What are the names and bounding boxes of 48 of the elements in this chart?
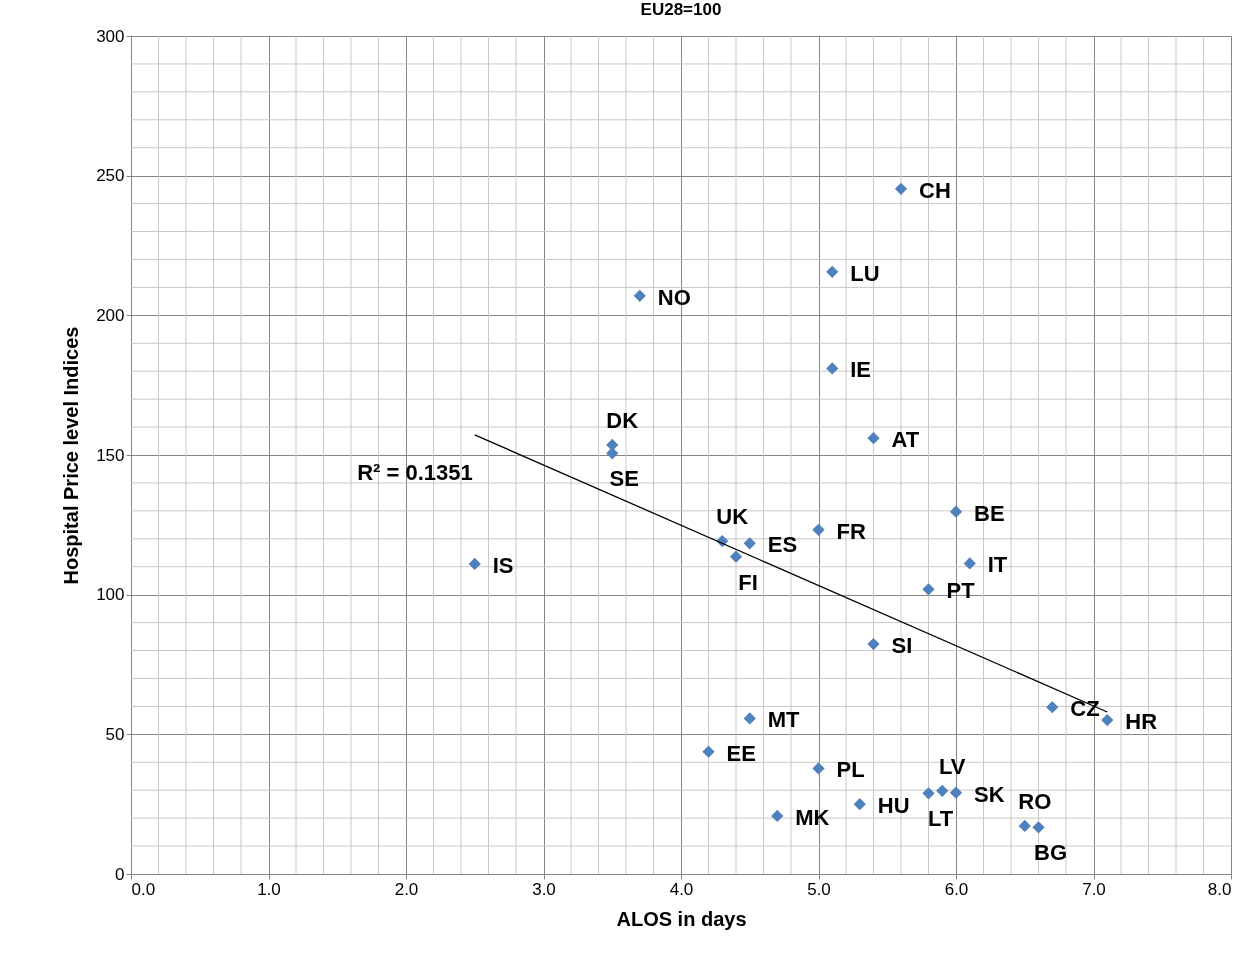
y-tick-label: 250: [96, 166, 125, 186]
annotation: ES: [767, 532, 798, 558]
x-tick-label: 8.0: [1207, 879, 1232, 899]
x-tick-label: 2.0: [394, 879, 419, 899]
x-tick-label: 3.0: [532, 879, 556, 899]
x-tick-label: 7.0: [1082, 879, 1106, 899]
annotation: BG: [1034, 840, 1067, 866]
annotation: CH: [919, 177, 951, 203]
chart-title: EU28=100: [640, 0, 722, 19]
annotation: UK: [716, 504, 749, 530]
annotation: IT: [987, 552, 1008, 578]
x-tick-label: 0.0: [131, 879, 156, 899]
y-tick-label: 0: [115, 864, 125, 884]
annotation: CZ: [1070, 696, 1100, 722]
annotation: EE: [726, 740, 756, 766]
y-tick-label: 50: [105, 724, 125, 744]
annotation: SK: [974, 781, 1005, 807]
annotation: LV: [939, 753, 966, 779]
x-tick-label: 5.0: [807, 879, 831, 899]
y-tick-label: 200: [96, 305, 125, 325]
annotation: FR: [836, 518, 866, 544]
annotation: HU: [877, 793, 910, 819]
annotation: NO: [657, 284, 691, 310]
annotation: LU: [850, 260, 880, 286]
annotation: SE: [609, 466, 639, 492]
x-tick-label: 1.0: [257, 879, 281, 899]
annotation: SI: [891, 633, 913, 659]
annotation: FI: [738, 569, 758, 595]
annotation: PT: [946, 578, 976, 604]
x-tick-label: 6.0: [944, 879, 969, 899]
annotation: IE: [850, 357, 872, 383]
y-tick-label: 300: [96, 26, 125, 46]
annotation: AT: [891, 427, 920, 453]
annotation: RO: [1018, 788, 1052, 814]
annotation: MT: [767, 707, 801, 733]
annotation: IS: [492, 552, 514, 578]
y-axis-title: Hospital Price level Indices: [60, 326, 83, 585]
annotation: LT: [927, 806, 954, 832]
annotation: DK: [606, 407, 639, 433]
annotation: PL: [836, 757, 865, 783]
y-tick-label: 100: [96, 585, 125, 605]
annotation: R² = 0.1351: [357, 459, 473, 485]
x-axis-title: ALOS in days: [616, 907, 747, 930]
annotation: HR: [1125, 709, 1158, 735]
annotation: MK: [795, 804, 830, 830]
annotation: BE: [974, 500, 1005, 526]
y-tick-label: 150: [96, 445, 125, 465]
x-tick-label: 4.0: [669, 879, 694, 899]
